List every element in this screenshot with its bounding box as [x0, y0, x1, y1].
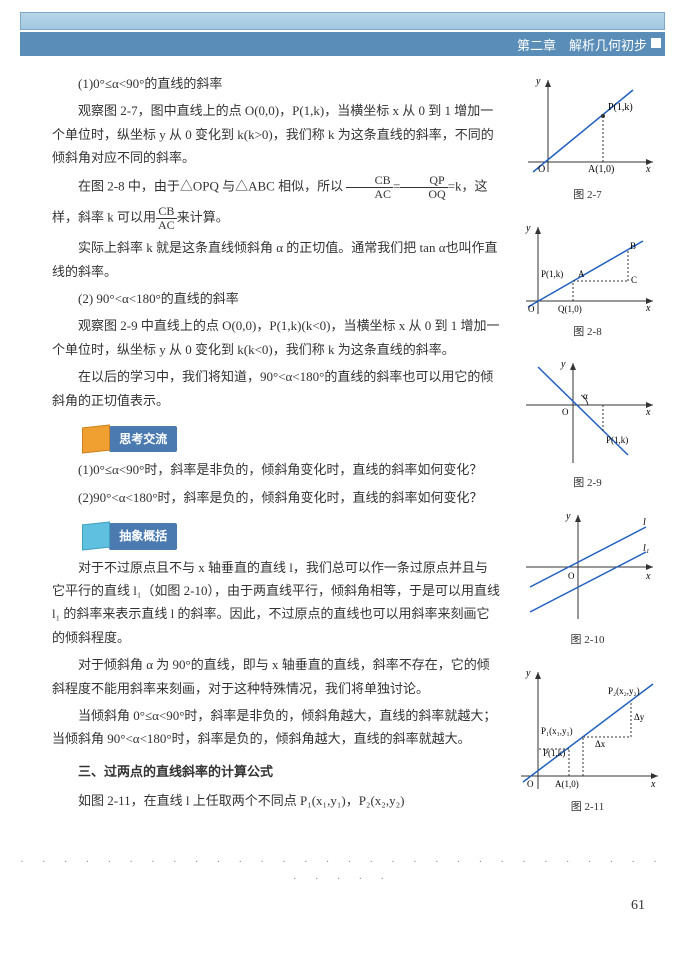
p2-text-b: =k，这 — [448, 178, 488, 193]
figure-2-10: l l₁ O x y 图 2-10 — [510, 507, 665, 650]
svg-text:O: O — [528, 304, 535, 314]
figure-column: P(1,k) O A(1,0) x y 图 2-7 P(1,k) — [510, 72, 665, 830]
svg-text:x: x — [650, 779, 656, 790]
svg-text:x: x — [645, 164, 651, 175]
fig-2-9-caption: 图 2-9 — [510, 474, 665, 493]
svg-text:C: C — [631, 275, 637, 285]
svg-text:O: O — [527, 779, 534, 789]
svg-text:O: O — [562, 407, 569, 417]
p3-text-a: 样，斜率 k 可以用 — [52, 210, 156, 225]
paragraph-1: 观察图 2-7，图中直线上的点 O(0,0)，P(1,k)，当横坐标 x 从 0… — [52, 99, 500, 169]
svg-text:y: y — [525, 223, 531, 234]
svg-text:P₂(x₂,y₂): P₂(x₂,y₂) — [608, 686, 640, 696]
badge-label-2: 抽象概括 — [109, 523, 177, 549]
svg-text:P(1,k): P(1,k) — [541, 269, 563, 279]
svg-text:O: O — [568, 571, 575, 581]
subcase-2-title: (2) 90°<α<180°的直线的斜率 — [52, 287, 500, 310]
main-text-column: (1)0°≤α<90°的直线的斜率 观察图 2-7，图中直线上的点 O(0,0)… — [20, 72, 500, 830]
fig-2-11-caption: 图 2-11 — [510, 798, 665, 817]
svg-text:x: x — [645, 407, 651, 418]
figure-2-8-svg: P(1,k) A B C O Q(1,0) x y — [518, 219, 658, 319]
fraction-cb-ac: CBAC — [346, 174, 393, 201]
badge-think-discuss: 思考交流 — [82, 426, 177, 452]
paragraph-8: 对于倾斜角 α 为 90°的直线，即与 x 轴垂直的直线，斜率不存在，它的倾斜程… — [52, 653, 500, 700]
header-band — [20, 12, 665, 30]
svg-text:y: y — [535, 76, 541, 87]
svg-text:l₁: l₁ — [643, 543, 649, 554]
svg-text:y: y — [560, 359, 566, 370]
paragraph-3: 样，斜率 k 可以用CBAC来计算。 — [52, 205, 500, 232]
figure-2-7-svg: P(1,k) O A(1,0) x y — [518, 72, 658, 182]
chapter-title: 第二章 解析几何初步 — [517, 38, 647, 53]
fig-2-10-caption: 图 2-10 — [510, 631, 665, 650]
svg-text:Δx: Δx — [595, 739, 606, 749]
question-2: (2)90°<α<180°时，斜率是负的，倾斜角变化时，直线的斜率如何变化？ — [52, 486, 500, 509]
svg-text:y: y — [525, 668, 531, 679]
svg-text:B: B — [630, 241, 636, 251]
svg-text:Q(1,0): Q(1,0) — [558, 304, 582, 314]
svg-text:Δy: Δy — [634, 712, 645, 722]
svg-text:A(1,0): A(1,0) — [555, 779, 579, 789]
svg-text:x: x — [645, 571, 651, 582]
question-1: (1)0°≤α<90°时，斜率是非负的，倾斜角变化时，直线的斜率如何变化？ — [52, 458, 500, 481]
page-divider-dots: · · · · · · · · · · · · · · · · · · · · … — [20, 854, 665, 888]
subcase-1-title: (1)0°≤α<90°的直线的斜率 — [52, 72, 500, 95]
paragraph-4: 实际上斜率 k 就是这条直线倾斜角 α 的正切值。通常我们把 tan α也叫作直… — [52, 236, 500, 283]
paragraph-2: 在图 2-8 中，由于△OPQ 与△ABC 相似，所以 CBAC=QPOQ=k，… — [52, 174, 500, 201]
svg-text:A(1,0): A(1,0) — [588, 164, 614, 175]
svg-text:y: y — [565, 511, 571, 522]
fraction-qp-oq: QPOQ — [400, 174, 447, 201]
p2-text-a: 在图 2-8 中，由于△OPQ 与△ABC 相似，所以 — [78, 178, 343, 193]
svg-text:O: O — [538, 164, 545, 175]
fig-2-7-caption: 图 2-7 — [510, 186, 665, 205]
paragraph-10: 如图 2-11，在直线 l 上任取两个不同点 P₁(x₁,y₁)，P₂(x₂,y… — [52, 789, 500, 812]
svg-text:P₁(x₁,y₁): P₁(x₁,y₁) — [541, 726, 573, 736]
figure-2-9: α P(1,k) O x y 图 2-9 — [510, 355, 665, 493]
figure-2-9-svg: α P(1,k) O x y — [518, 355, 658, 470]
svg-text:P(1,k): P(1,k) — [606, 435, 628, 445]
section-3-title: 三、过两点的直线斜率的计算公式 — [52, 761, 500, 783]
svg-text:l: l — [643, 517, 646, 528]
figure-2-8: P(1,k) A B C O Q(1,0) x y 图 2-8 — [510, 219, 665, 342]
svg-text:A: A — [578, 269, 585, 279]
badge-label-1: 思考交流 — [109, 426, 177, 452]
figure-2-11-svg: P₁(x₁,y₁) P₂(x₂,y₂) P(1,k) Δx Δy O A(1,0… — [513, 664, 663, 794]
page-number: 61 — [20, 894, 665, 918]
svg-text:α: α — [583, 391, 588, 401]
fig-2-8-caption: 图 2-8 — [510, 323, 665, 342]
figure-2-7: P(1,k) O A(1,0) x y 图 2-7 — [510, 72, 665, 205]
paragraph-7: 对于不过原点且不与 x 轴垂直的直线 l，我们总可以作一条过原点并且与它平行的直… — [52, 556, 500, 650]
p3-text-b: 来计算。 — [177, 210, 229, 225]
cube-icon — [82, 522, 110, 551]
paragraph-5: 观察图 2-9 中直线上的点 O(0,0)，P(1,k)(k<0)，当横坐标 x… — [52, 314, 500, 361]
figure-2-10-svg: l l₁ O x y — [518, 507, 658, 627]
chapter-bar: 第二章 解析几何初步 — [20, 32, 665, 56]
badge-abstract-summary: 抽象概括 — [82, 523, 177, 549]
paragraph-9: 当倾斜角 0°≤α<90°时，斜率是非负的，倾斜角越大，直线的斜率就越大；当倾斜… — [52, 704, 500, 751]
svg-text:P(1,k): P(1,k) — [543, 748, 565, 758]
fraction-cb-ac-2: CBAC — [156, 205, 177, 232]
figure-2-11: P₁(x₁,y₁) P₂(x₂,y₂) P(1,k) Δx Δy O A(1,0… — [510, 664, 665, 817]
paragraph-6: 在以后的学习中，我们将知道，90°<α<180°的直线的斜率也可以用它的倾斜角的… — [52, 365, 500, 412]
cube-icon — [82, 425, 110, 454]
svg-text:P(1,k): P(1,k) — [608, 102, 633, 113]
svg-text:x: x — [645, 303, 651, 314]
